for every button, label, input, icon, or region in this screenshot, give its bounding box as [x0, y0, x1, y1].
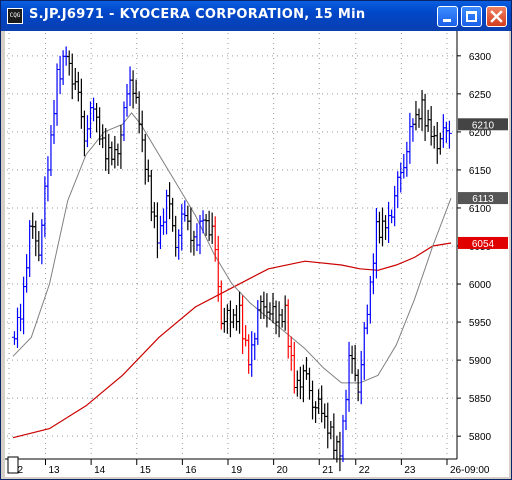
y-tick-label: 6100	[469, 204, 492, 215]
price-marker-label: 6210	[472, 120, 495, 131]
close-icon	[490, 10, 503, 23]
price-marker-ma-short	[458, 192, 508, 205]
x-tick-label: 26-09:00	[450, 465, 490, 476]
x-tick-label: 20	[277, 465, 289, 476]
moving-average-short-line	[12, 112, 452, 384]
window-title: S.JP.J6971 - KYOCERA CORPORATION, 15 Min	[29, 7, 366, 22]
y-tick-label: 5800	[469, 432, 492, 443]
price-chart[interactable]: 6300625062006150610060506000595059005850…	[5, 31, 509, 477]
y-tick-label: 6150	[469, 166, 492, 177]
price-axis	[457, 31, 509, 477]
price-marker-ma-long	[458, 236, 508, 249]
x-tick-label: 21	[322, 465, 334, 476]
minimize-icon	[443, 19, 451, 22]
y-tick-label: 6250	[469, 90, 492, 101]
y-tick-label: 6000	[469, 280, 492, 291]
chart-background	[5, 31, 509, 477]
maximize-icon	[466, 11, 477, 22]
chart-app-icon[interactable]: CQG	[7, 8, 23, 24]
maximize-button[interactable]	[461, 6, 482, 27]
minimize-button[interactable]	[437, 6, 458, 27]
x-tick-label: 22	[359, 465, 371, 476]
price-marker-label: 6054	[472, 239, 495, 250]
x-tick-label: 19	[231, 465, 243, 476]
y-tick-label: 6300	[469, 52, 492, 63]
y-tick-label: 5950	[469, 318, 492, 329]
x-tick-label: 15	[140, 465, 152, 476]
y-tick-label: 6200	[469, 128, 492, 139]
x-tick-label: 14	[94, 465, 106, 476]
y-tick-label: 5850	[469, 394, 492, 405]
price-marker-last-price	[458, 118, 508, 131]
x-tick-label: 13	[49, 465, 61, 476]
y-tick-label: 5900	[469, 356, 492, 367]
x-tick-label: 23	[404, 465, 416, 476]
scroll-handle[interactable]	[7, 456, 19, 474]
moving-average-long-line	[12, 242, 452, 439]
chart-area[interactable]: 6300625062006150610060506000595059005850…	[5, 31, 509, 477]
price-marker-label: 6113	[472, 194, 494, 205]
title-bar[interactable]: CQG S.JP.J6971 - KYOCERA CORPORATION, 15…	[1, 1, 511, 31]
x-tick-label: 16	[185, 465, 197, 476]
close-button[interactable]	[486, 6, 507, 27]
